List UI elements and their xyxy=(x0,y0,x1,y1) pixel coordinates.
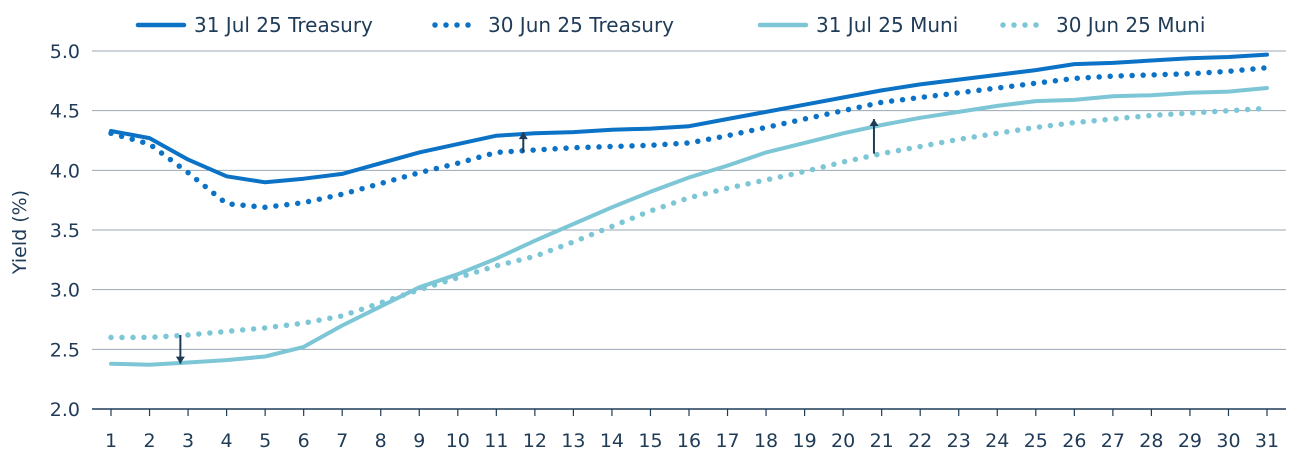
x-tick-label: 8 xyxy=(375,430,387,452)
arrow-down-marker xyxy=(175,335,185,364)
x-tick-label: 22 xyxy=(908,430,932,452)
y-axis-label: Yield (%) xyxy=(9,190,31,275)
x-axis xyxy=(92,408,1286,416)
y-axis-ticks: 2.0 2.5 3.0 3.5 4.0 4.5 5.0 xyxy=(50,41,80,421)
x-tick-label: 20 xyxy=(831,430,855,452)
arrow-up-marker xyxy=(869,119,879,154)
x-tick-label: 17 xyxy=(715,430,739,452)
series-line-30-jun-25-treasury xyxy=(108,64,1270,211)
x-tick-label: 1 xyxy=(105,430,117,452)
x-tick-label: 13 xyxy=(561,430,585,452)
x-tick-label: 19 xyxy=(793,430,817,452)
x-tick-label: 2 xyxy=(143,430,155,452)
x-tick-label: 27 xyxy=(1101,430,1125,452)
x-tick-label: 28 xyxy=(1139,430,1163,452)
legend-item: 30 Jun 25 Treasury xyxy=(432,13,674,37)
x-tick-label: 11 xyxy=(484,430,508,452)
x-tick-label: 6 xyxy=(298,430,310,452)
x-tick-label: 3 xyxy=(182,430,194,452)
y-tick-label: 2.5 xyxy=(50,339,80,361)
x-tick-label: 18 xyxy=(754,430,778,452)
y-tick-label: 4.0 xyxy=(50,160,80,182)
legend: 31 Jul 25 Treasury 30 Jun 25 Treasury 31 J… xyxy=(135,13,1205,37)
x-tick-label: 26 xyxy=(1062,430,1086,452)
x-axis-ticks: 1 2 3 4 5 6 7 8 9 10 11 12 13 14 15 16 17 18 19 20 21 22 23 24 2… xyxy=(105,430,1279,452)
legend-item: 30 Jun 25 Muni xyxy=(1000,13,1205,37)
x-tick-label: 16 xyxy=(677,430,701,452)
x-tick-label: 23 xyxy=(947,430,971,452)
x-tick-label: 7 xyxy=(336,430,348,452)
x-tick-label: 30 xyxy=(1216,430,1240,452)
x-tick-label: 4 xyxy=(221,430,233,452)
series-line-31-jul-25-treasury xyxy=(109,52,1269,185)
legend-item: 31 Jul 25 Muni xyxy=(757,13,958,37)
series-lines xyxy=(108,52,1270,367)
x-tick-label: 21 xyxy=(870,430,894,452)
series-line-30-jun-25-muni xyxy=(108,105,1270,341)
grid-lines xyxy=(92,50,1286,350)
y-tick-label: 3.5 xyxy=(50,220,80,242)
y-tick-label: 4.5 xyxy=(50,101,80,123)
x-tick-label: 9 xyxy=(413,430,425,452)
change-arrows xyxy=(175,119,879,364)
legend-label: 31 Jul 25 Treasury xyxy=(194,13,373,37)
legend-item: 31 Jul 25 Treasury xyxy=(135,13,373,37)
x-tick-label: 14 xyxy=(600,430,624,452)
x-tick-label: 12 xyxy=(523,430,547,452)
legend-label: 31 Jul 25 Muni xyxy=(816,13,958,37)
y-tick-label: 5.0 xyxy=(50,41,80,63)
y-tick-label: 2.0 xyxy=(50,399,80,421)
x-tick-label: 25 xyxy=(1024,430,1048,452)
legend-label: 30 Jun 25 Treasury xyxy=(488,13,674,37)
x-tick-label: 24 xyxy=(985,430,1009,452)
x-tick-label: 5 xyxy=(259,430,271,452)
x-tick-label: 29 xyxy=(1178,430,1202,452)
x-tick-label: 15 xyxy=(638,430,662,452)
series-line-31-jul-25-muni xyxy=(109,86,1269,367)
y-tick-label: 3.0 xyxy=(50,280,80,302)
x-tick-label: 10 xyxy=(446,430,470,452)
arrow-up-marker xyxy=(518,132,528,153)
legend-label: 30 Jun 25 Muni xyxy=(1056,13,1205,37)
x-tick-label: 31 xyxy=(1255,430,1279,452)
